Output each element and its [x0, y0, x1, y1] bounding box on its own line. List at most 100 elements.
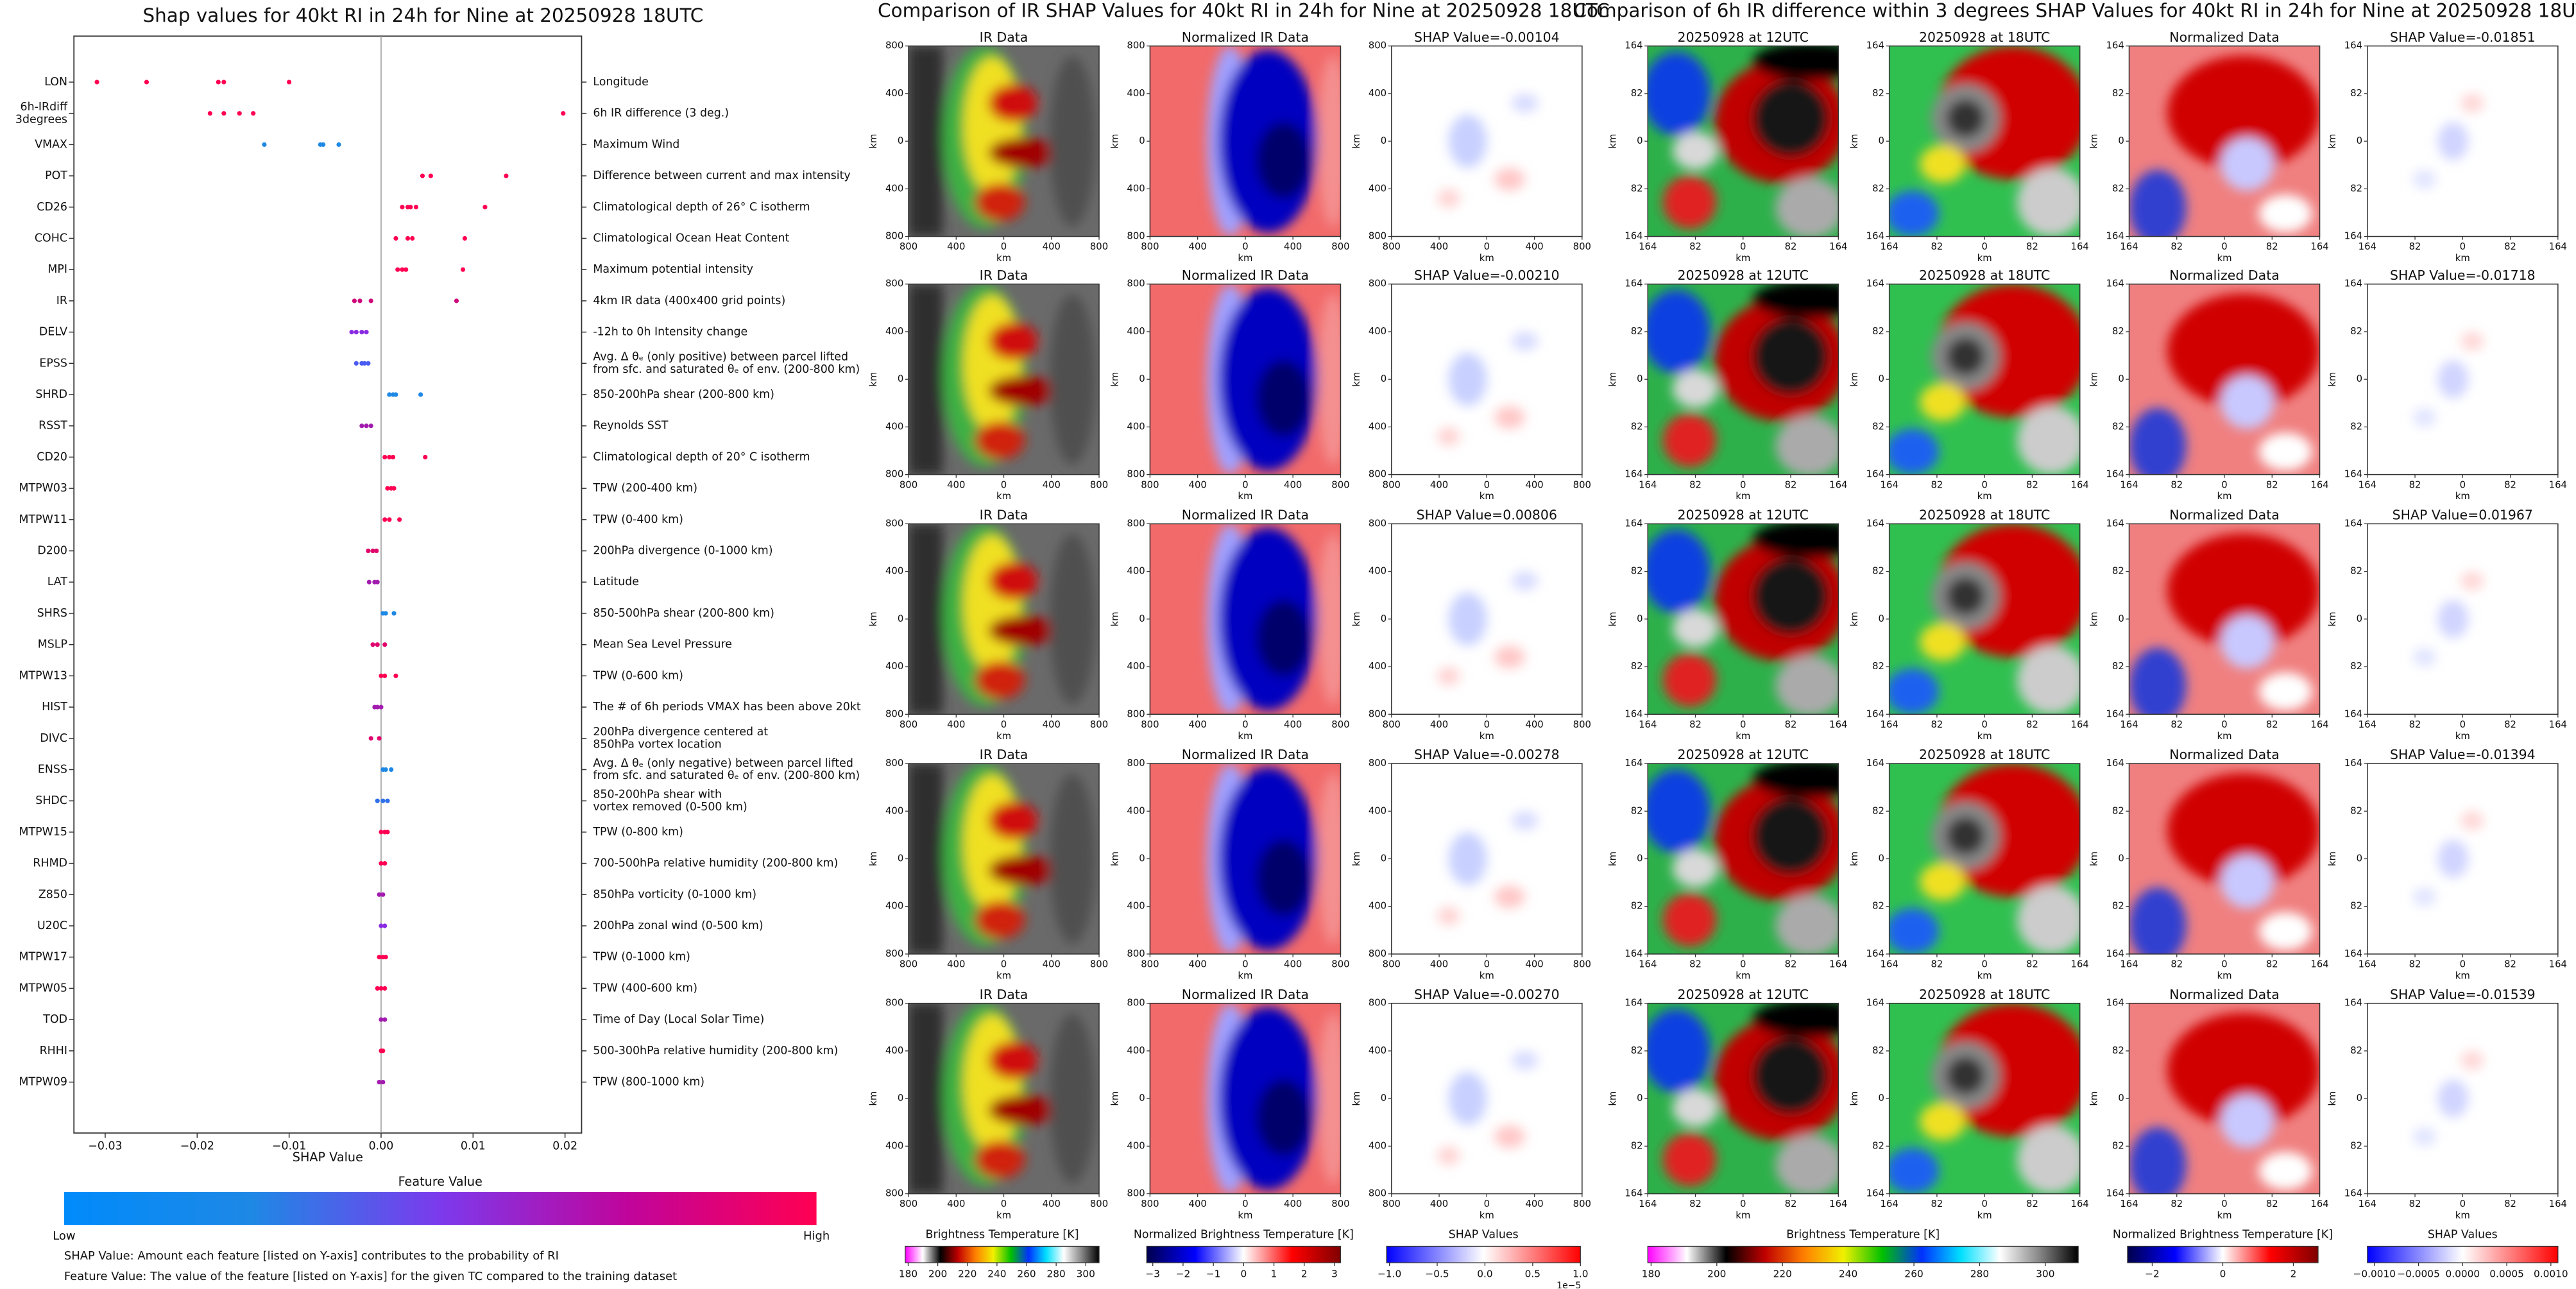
y-tick-label: 0	[2357, 373, 2362, 384]
y-axis-label: km	[2327, 372, 2338, 387]
y-tick-label: 164	[2106, 278, 2124, 289]
y-tick-label: 0	[1637, 1093, 1642, 1104]
y-tick-label: 82	[1872, 1140, 1884, 1151]
image-panel	[1886, 1003, 2090, 1194]
y-tick-label: 164	[1625, 998, 1642, 1009]
shap-point	[366, 361, 371, 366]
y-axis-label: km	[1351, 1091, 1362, 1106]
x-tick-label: 0	[1484, 479, 1490, 490]
colorbar-tick-label: 0	[2220, 1268, 2226, 1279]
panel-title: Normalized Data	[2169, 987, 2280, 1002]
x-tick-label: 800	[1141, 959, 1159, 970]
x-tick-label: 164	[1881, 719, 1898, 730]
colorbar-tick-label: 280	[1046, 1268, 1065, 1279]
x-tick-label: 800	[900, 719, 917, 730]
x-tick-label: 800	[1331, 959, 1349, 970]
colorbar	[1647, 1245, 2079, 1263]
x-tick-label: 82	[2504, 719, 2516, 730]
x-axis-label: km	[2455, 1210, 2470, 1221]
x-tick-label: 82	[2026, 959, 2038, 970]
panel-title: Normalized IR Data	[1182, 747, 1309, 762]
x-tick-label: 400	[1525, 479, 1543, 490]
shap-point	[94, 80, 99, 85]
x-tick-label: 164	[2310, 241, 2328, 252]
feature-description: Avg. Δ θₑ (only positive) between parcel…	[593, 351, 848, 364]
x-tick-label: 164	[2310, 1199, 2328, 1209]
x-tick-label: 400	[1525, 1199, 1543, 1209]
x-tick-label: 800	[1141, 1199, 1159, 1209]
y-tick-label: 164	[2106, 469, 2124, 480]
image-panel	[1886, 284, 2090, 475]
x-tick-label: 164	[1639, 959, 1657, 970]
image-panel	[1392, 524, 1582, 714]
x-tick-label: 164	[2358, 241, 2376, 252]
shap-point	[397, 517, 402, 522]
shap-point	[387, 454, 392, 460]
shap-point	[377, 892, 382, 897]
x-tick-label: 164	[2358, 719, 2376, 730]
x-tick-label: 0	[2221, 719, 2227, 730]
feature-description: Climatological depth of 20° C isotherm	[593, 450, 810, 463]
shap-point	[460, 267, 466, 272]
x-axis-label: km	[1480, 491, 1494, 502]
x-tick-label: 800	[1383, 479, 1401, 490]
y-tick-label: 164	[2344, 518, 2362, 529]
y-tick-label: 82	[2112, 805, 2124, 816]
footnote: SHAP Value: Amount each feature [listed …	[64, 1249, 559, 1263]
image-panel	[1150, 764, 1348, 954]
image-panel	[1886, 46, 2090, 237]
x-tick-label: 82	[2171, 479, 2183, 490]
y-tick-label: 164	[1866, 948, 1884, 959]
shap-point	[237, 111, 242, 116]
y-tick-label: 400	[1369, 661, 1386, 672]
y-tick-label: 800	[1127, 518, 1145, 529]
feature-label: COHC	[35, 232, 67, 244]
x-tick-label: 400	[1189, 1199, 1207, 1209]
shap-point	[385, 798, 390, 803]
y-tick-label: 164	[2344, 998, 2362, 1009]
shap-point	[382, 517, 388, 522]
feature-description: 200hPa divergence centered at	[593, 726, 768, 738]
y-tick-label: 82	[2350, 88, 2362, 99]
y-tick-label: 800	[1369, 708, 1386, 719]
colorbar-tick-label: −2	[2145, 1268, 2160, 1279]
image-panel	[908, 46, 1099, 237]
colorbar-tick-label: 2	[1301, 1268, 1308, 1279]
y-tick-label: 164	[1625, 518, 1642, 529]
y-tick-label: 164	[2106, 518, 2124, 529]
panel-title: 20250928 at 18UTC	[1919, 268, 2050, 283]
y-tick-label: 164	[1866, 758, 1884, 769]
y-tick-label: 400	[1369, 805, 1386, 816]
colorbar	[905, 1245, 1100, 1263]
feature-description: -12h to 0h Intensity change	[593, 326, 747, 339]
image-panel	[908, 764, 1099, 954]
shap-point	[400, 267, 405, 272]
y-tick-label: 164	[1866, 278, 1884, 289]
shap-point	[408, 205, 413, 210]
x-tick-label: 800	[1573, 719, 1591, 730]
y-tick-label: 800	[1127, 708, 1145, 719]
y-tick-label: 0	[2357, 853, 2362, 864]
x-tick-label: 800	[1090, 241, 1108, 252]
y-tick-label: 82	[1631, 805, 1643, 816]
shap-point	[382, 861, 388, 866]
feature-description: 850hPa vortex location	[593, 738, 721, 751]
x-tick-label: 82	[1689, 1199, 1702, 1209]
x-tick-label: 800	[1141, 719, 1159, 730]
shap-point	[368, 736, 373, 741]
y-tick-label: 82	[2112, 1045, 2124, 1056]
y-axis-label: km	[1607, 851, 1618, 866]
image-panel	[2129, 1003, 2320, 1204]
y-tick-label: 800	[1369, 518, 1386, 529]
y-tick-label: 164	[2106, 998, 2124, 1009]
y-tick-label: 164	[2344, 469, 2362, 480]
colorbar-tick-label: 180	[1642, 1268, 1660, 1279]
x-axis-label: km	[1238, 253, 1252, 264]
y-tick-label: 164	[2344, 948, 2362, 959]
x-tick-label: 800	[900, 1199, 917, 1209]
panel-title: 20250928 at 18UTC	[1919, 747, 2050, 762]
colorbar-tick-label: −2	[1176, 1268, 1191, 1279]
panel-title: Normalized Data	[2169, 747, 2280, 762]
x-axis-label: km	[1736, 491, 1750, 502]
shap-point	[393, 235, 398, 241]
